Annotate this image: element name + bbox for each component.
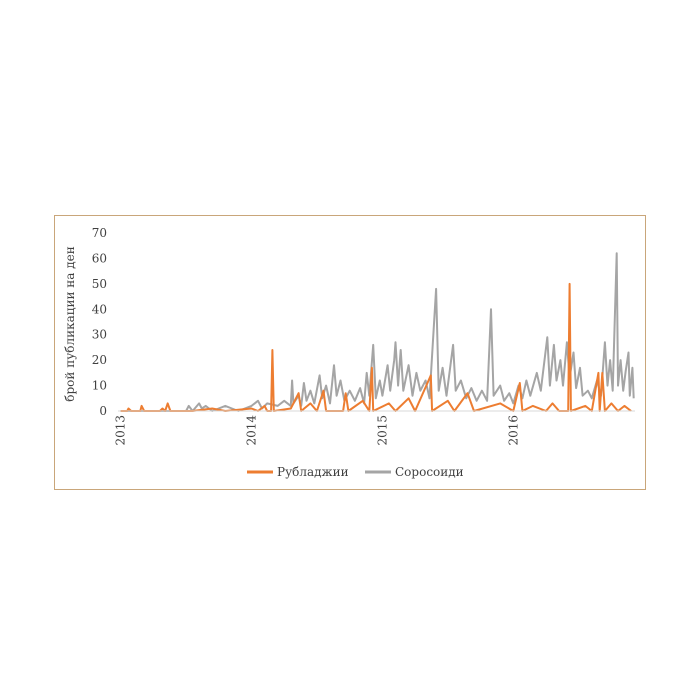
series-line-sorosoidi: [120, 252, 635, 412]
series-layer: [120, 252, 635, 412]
x-tick-label: 2014: [245, 415, 259, 446]
y-axis-ticks: 0 10 20 30 40 50 60 70: [92, 226, 107, 418]
y-axis-title-group: брой публикации на ден: [63, 246, 77, 401]
y-tick-label: 0: [99, 404, 107, 418]
x-tick-label: 2016: [506, 415, 520, 446]
y-tick-label: 50: [92, 277, 107, 291]
legend-item-rubladzhii: Рубладжии: [247, 465, 349, 479]
legend-label-rubladzhii: Рубладжии: [277, 465, 349, 479]
y-tick-label: 20: [92, 353, 107, 367]
legend: Рубладжии Соросоиди: [247, 465, 464, 479]
chart-frame: брой публикации на ден 0 10 20 30 40 50 60 70 2…: [54, 215, 646, 490]
legend-item-sorosoidi: Соросоиди: [365, 465, 464, 479]
y-axis-title: брой публикации на ден: [63, 246, 77, 401]
y-tick-label: 30: [92, 328, 107, 342]
y-tick-label: 40: [92, 302, 107, 316]
y-tick-label: 10: [92, 379, 107, 393]
y-tick-label: 60: [92, 251, 107, 265]
line-chart: брой публикации на ден 0 10 20 30 40 50 60 70 2…: [63, 226, 635, 479]
x-tick-label: 2015: [375, 415, 389, 446]
legend-label-sorosoidi: Соросоиди: [395, 465, 464, 479]
x-axis-ticks: 2013 2014 2015 2016: [114, 415, 521, 446]
y-tick-label: 70: [92, 226, 107, 240]
x-tick-label: 2013: [114, 415, 128, 446]
